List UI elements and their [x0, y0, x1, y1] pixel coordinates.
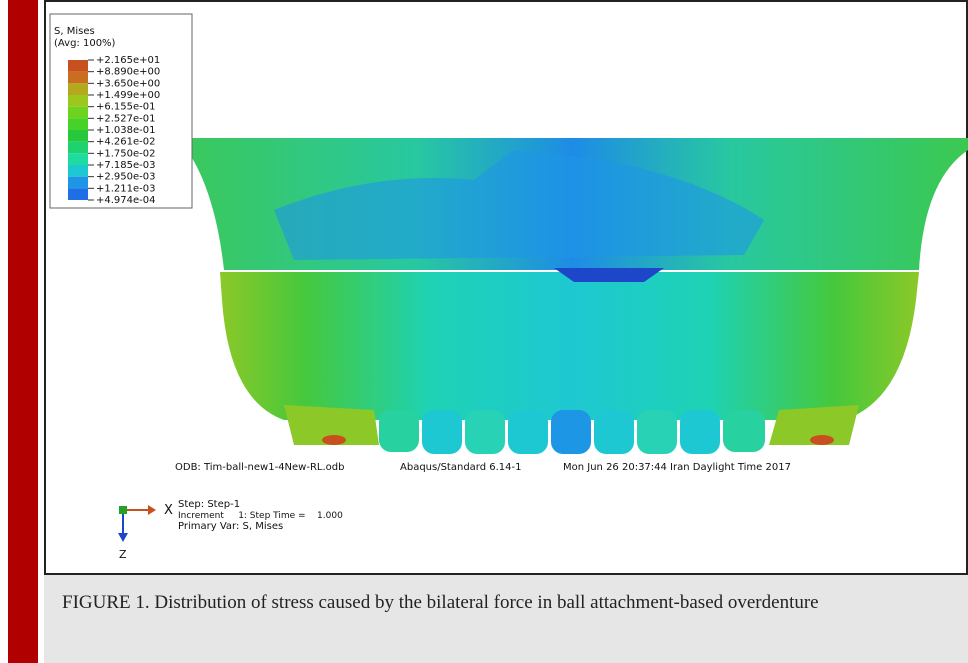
legend-label: +1.038e-01 [96, 125, 156, 136]
legend-label: +1.499e+00 [96, 90, 160, 101]
legend-label: +2.527e-01 [96, 113, 156, 124]
legend-swatch [68, 107, 88, 119]
page: S, Mises (Avg: 100%) +2.165e+01+8.890e+0… [0, 0, 968, 663]
legend-label: +2.165e+01 [96, 55, 160, 66]
legend-swatch [68, 153, 88, 165]
legend-label: +6.155e-01 [96, 102, 156, 113]
odb-solver: Abaqus/Standard 6.14-1 [400, 462, 522, 473]
x-axis-label: X [164, 503, 173, 518]
legend-subtitle: (Avg: 100%) [54, 38, 116, 49]
legend-swatch [68, 177, 88, 189]
legend-label: +1.211e-03 [96, 183, 156, 194]
increment-text: Increment 1: Step Time = 1.000 [178, 511, 343, 521]
legend: +2.165e+01+8.890e+00+3.650e+00+1.499e+00… [68, 55, 160, 206]
legend-swatch [68, 83, 88, 95]
caption: FIGURE 1. Distribution of stress caused … [44, 575, 968, 663]
legend-label: +7.185e-03 [96, 160, 156, 171]
legend-swatch [68, 95, 88, 107]
lower-model [220, 272, 919, 420]
side-bar [8, 0, 38, 663]
figure: S, Mises (Avg: 100%) +2.165e+01+8.890e+0… [44, 0, 968, 575]
legend-label: +3.650e+00 [96, 78, 160, 89]
legend-title: S, Mises [54, 26, 95, 37]
legend-swatch [68, 142, 88, 154]
step-text: Step: Step-1 [178, 499, 240, 510]
legend-swatch [68, 60, 88, 72]
legend-swatch [68, 165, 88, 177]
odb-date: Mon Jun 26 20:37:44 Iran Daylight Time 2… [563, 462, 791, 473]
z-axis-label: Z [119, 548, 127, 561]
legend-swatch [68, 188, 88, 200]
legend-label: +8.890e+00 [96, 67, 160, 78]
odb-text: ODB: Tim-ball-new1-4New-RL.odb [175, 462, 344, 473]
legend-label: +4.974e-04 [96, 195, 156, 206]
legend-swatch [68, 72, 88, 84]
legend-label: +4.261e-02 [96, 137, 156, 148]
primary-var-text: Primary Var: S, Mises [178, 521, 283, 532]
legend-swatch [68, 130, 88, 142]
legend-label: +2.950e-03 [96, 172, 156, 183]
legend-swatch [68, 118, 88, 130]
legend-label: +1.750e-02 [96, 148, 156, 159]
